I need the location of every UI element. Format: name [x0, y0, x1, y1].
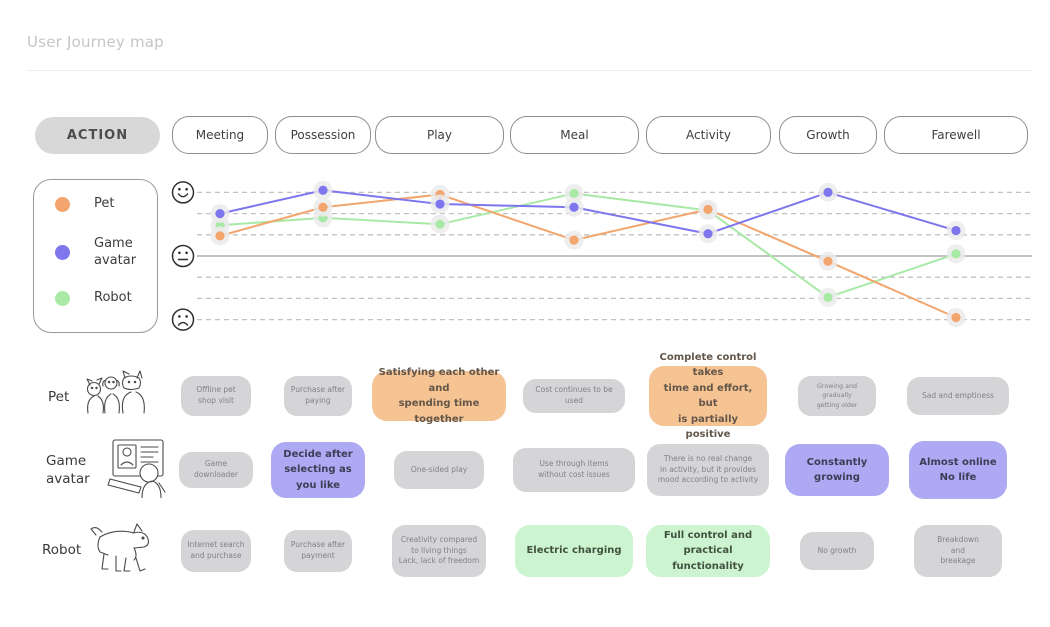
card-robot-farewell[interactable]: Breakdown and breakage — [914, 525, 1002, 577]
card-pet-farewell[interactable]: Sad and emptiness — [907, 377, 1009, 415]
page-title: User Journey map — [27, 33, 164, 51]
happy-face-icon — [171, 181, 195, 204]
legend-item-game-avatar[interactable]: Game avatar — [55, 236, 154, 270]
chart-point-game-avatar-possession[interactable] — [318, 185, 328, 195]
card-avatar-possession[interactable]: Decide after selecting as you like — [271, 442, 365, 498]
row-label-pet: Pet — [48, 389, 70, 405]
chart-point-pet-possession[interactable] — [318, 202, 328, 212]
card-pet-meal[interactable]: Cost continues to be used — [523, 379, 625, 413]
chart-point-pet-activity[interactable] — [703, 204, 713, 214]
mood-line-chart — [171, 180, 1032, 331]
robot-color-dot-icon — [55, 290, 70, 306]
card-pet-growth[interactable]: Growing and gradually getting older — [798, 376, 876, 416]
neutral-face-icon — [171, 244, 195, 268]
stage-button-farewell[interactable]: Farewell — [884, 116, 1028, 154]
pet-sketch-illustration — [86, 370, 145, 414]
legend-item-pet[interactable]: Pet — [55, 196, 154, 213]
legend-item-robot[interactable]: Robot — [55, 290, 154, 307]
sad-face-icon — [171, 308, 195, 331]
chart-point-robot-growth[interactable] — [823, 292, 833, 302]
stage-button-growth[interactable]: Growth — [779, 116, 877, 154]
chart-legend: Pet Game avatar Robot — [33, 179, 158, 333]
card-robot-possession[interactable]: Purchase after payment — [284, 530, 352, 572]
pet-color-dot-icon — [55, 196, 70, 212]
chart-point-game-avatar-activity[interactable] — [703, 229, 713, 239]
row-label-game-avatar: Game avatar — [46, 453, 90, 488]
card-avatar-farewell[interactable]: Almost online No life — [909, 441, 1007, 499]
stage-button-play[interactable]: Play — [375, 116, 504, 154]
chart-point-pet-meeting[interactable] — [215, 231, 225, 241]
stage-button-activity[interactable]: Activity — [646, 116, 771, 154]
chart-point-robot-meal[interactable] — [569, 188, 579, 199]
card-avatar-activity[interactable]: There is no real change in activity, but… — [647, 444, 769, 496]
card-robot-growth[interactable]: No growth — [800, 532, 874, 570]
chart-point-game-avatar-meal[interactable] — [569, 202, 579, 212]
card-avatar-growth[interactable]: Constantly growing — [785, 444, 889, 496]
header-divider — [27, 70, 1031, 71]
chart-point-robot-farewell[interactable] — [951, 249, 961, 259]
chart-point-game-avatar-growth[interactable] — [823, 187, 833, 197]
legend-label: Game avatar — [94, 236, 137, 268]
game-avatar-color-dot-icon — [55, 245, 70, 261]
chart-point-game-avatar-play[interactable] — [435, 199, 445, 209]
card-pet-play[interactable]: Satisfying each other and spending time … — [372, 367, 506, 425]
chart-point-pet-growth[interactable] — [823, 256, 833, 266]
chart-point-pet-farewell[interactable] — [951, 312, 961, 323]
chart-point-game-avatar-meeting[interactable] — [215, 209, 225, 219]
card-pet-activity[interactable]: Complete control takes time and effort, … — [649, 352, 767, 440]
legend-label: Robot — [94, 290, 132, 305]
card-avatar-play[interactable]: One-sided play — [394, 451, 484, 489]
card-robot-meeting[interactable]: Internet search and purchase — [181, 530, 251, 572]
row-label-robot: Robot — [42, 542, 82, 558]
game-avatar-sketch-illustration — [107, 439, 166, 498]
stage-button-possession[interactable]: Possession — [275, 116, 371, 154]
card-robot-meal[interactable]: Electric charging — [515, 525, 633, 577]
stage-button-meal[interactable]: Meal — [510, 116, 639, 154]
chart-point-robot-play[interactable] — [435, 219, 445, 229]
card-pet-possession[interactable]: Purchase after paying — [284, 376, 352, 416]
card-robot-play[interactable]: Creativity compared to living things Lac… — [392, 525, 486, 577]
card-avatar-meeting[interactable]: Game downloader — [179, 452, 253, 488]
card-pet-meeting[interactable]: Offline pet shop visit — [181, 376, 251, 416]
legend-label: Pet — [94, 196, 115, 211]
chart-point-game-avatar-farewell[interactable] — [951, 225, 961, 236]
card-robot-activity[interactable]: Full control and practical functionality — [646, 525, 770, 577]
card-avatar-meal[interactable]: Use through items without cost issues — [513, 448, 635, 492]
action-label-pill[interactable]: ACTION — [35, 117, 160, 154]
stage-button-meeting[interactable]: Meeting — [172, 116, 268, 154]
robot-sketch-illustration — [90, 523, 150, 572]
chart-point-pet-meal[interactable] — [569, 235, 579, 245]
